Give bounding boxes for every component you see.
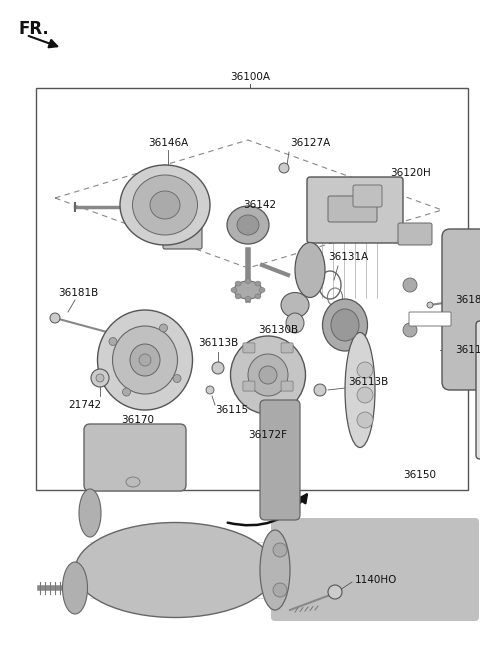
Ellipse shape [345,332,375,447]
Ellipse shape [139,354,151,366]
Ellipse shape [286,313,304,333]
Ellipse shape [245,279,251,284]
Text: 36115: 36115 [215,405,248,415]
FancyBboxPatch shape [328,196,377,222]
Ellipse shape [295,242,325,298]
Ellipse shape [245,296,251,302]
Ellipse shape [227,206,269,244]
Text: 36170: 36170 [121,415,155,425]
Circle shape [50,313,60,323]
Ellipse shape [237,215,259,235]
Ellipse shape [235,281,241,286]
Text: 36100A: 36100A [230,72,270,82]
Ellipse shape [259,366,277,384]
Ellipse shape [79,489,101,537]
FancyBboxPatch shape [243,381,255,391]
FancyBboxPatch shape [163,205,202,249]
Ellipse shape [130,344,160,376]
FancyBboxPatch shape [271,518,479,621]
Text: 36120H: 36120H [390,168,431,178]
Ellipse shape [97,310,192,410]
Ellipse shape [331,309,359,341]
Circle shape [122,388,131,396]
Circle shape [328,585,342,599]
FancyBboxPatch shape [260,400,300,520]
Circle shape [279,163,289,173]
Circle shape [159,324,168,332]
Text: 36183: 36183 [455,295,480,305]
Ellipse shape [96,374,104,382]
Circle shape [357,362,373,378]
Ellipse shape [255,294,261,299]
Text: 36127A: 36127A [290,138,330,148]
Circle shape [273,543,287,557]
Circle shape [273,583,287,597]
Text: 36110E: 36110E [455,345,480,355]
Ellipse shape [230,336,305,414]
Circle shape [206,386,214,394]
FancyBboxPatch shape [398,223,432,245]
FancyBboxPatch shape [281,343,293,353]
FancyBboxPatch shape [307,177,403,243]
Ellipse shape [260,530,290,610]
Text: 36181B: 36181B [58,288,98,298]
Circle shape [403,278,417,292]
Circle shape [314,384,326,396]
Text: FR.: FR. [18,20,49,38]
Circle shape [109,338,117,346]
Text: 36130B: 36130B [258,325,298,335]
FancyBboxPatch shape [476,321,480,459]
Ellipse shape [126,477,140,487]
FancyBboxPatch shape [243,343,255,353]
Ellipse shape [132,175,197,235]
Text: 36113B: 36113B [348,377,388,387]
FancyBboxPatch shape [84,424,186,491]
Ellipse shape [75,522,275,618]
Text: 36142: 36142 [243,200,276,210]
FancyBboxPatch shape [353,185,382,207]
Ellipse shape [281,292,309,317]
Circle shape [427,302,433,308]
Circle shape [403,323,417,337]
FancyBboxPatch shape [409,312,451,326]
Ellipse shape [231,288,237,292]
Ellipse shape [248,354,288,396]
Ellipse shape [120,165,210,245]
Circle shape [173,374,181,382]
Ellipse shape [234,281,262,299]
Ellipse shape [150,191,180,219]
Ellipse shape [323,299,368,351]
Ellipse shape [259,288,265,292]
Ellipse shape [62,562,87,614]
Circle shape [357,387,373,403]
Circle shape [212,362,224,374]
Text: 1140HO: 1140HO [355,575,397,585]
Ellipse shape [255,281,261,286]
Text: 21742: 21742 [69,400,102,410]
Text: 36113B: 36113B [198,338,238,348]
Bar [36,88,468,490]
Ellipse shape [235,294,241,299]
Circle shape [357,412,373,428]
FancyBboxPatch shape [442,229,480,390]
Text: 36131A: 36131A [328,252,368,262]
FancyBboxPatch shape [281,381,293,391]
Ellipse shape [91,369,109,387]
Text: 36146A: 36146A [148,138,188,148]
Text: 36150: 36150 [404,470,436,480]
Text: 36172F: 36172F [249,430,288,440]
Ellipse shape [112,326,178,394]
